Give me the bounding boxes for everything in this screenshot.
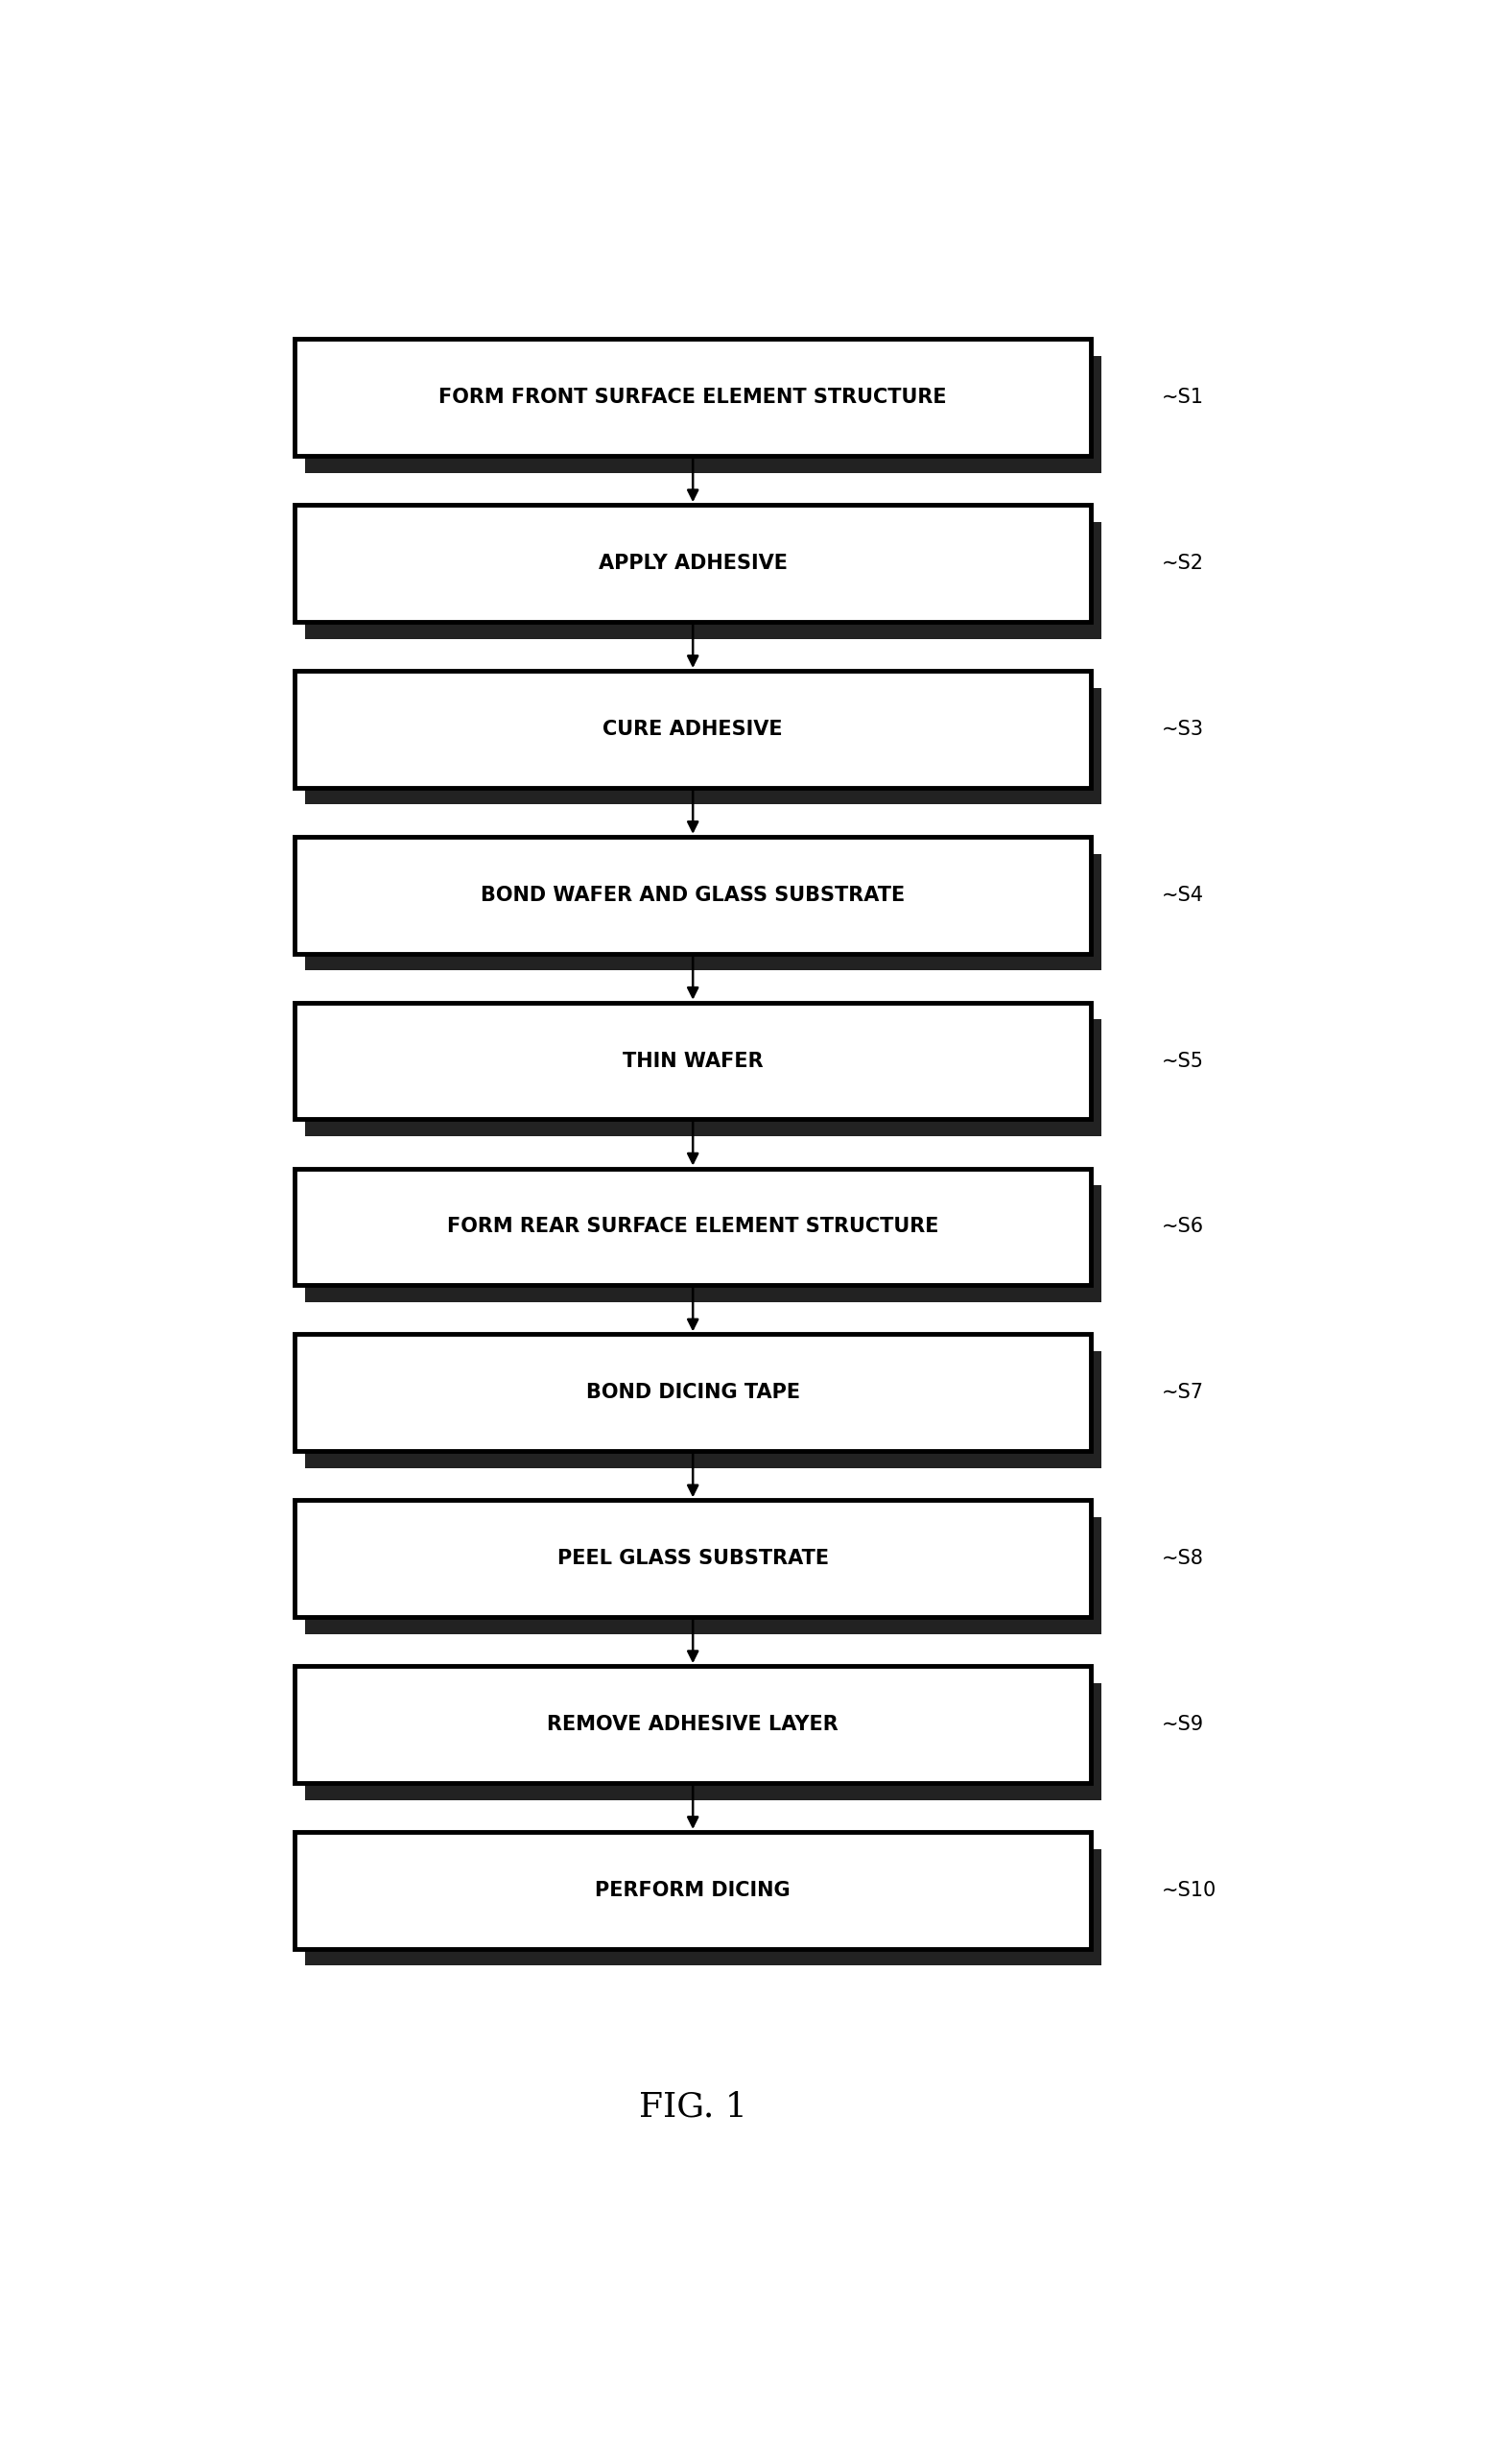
Bar: [295, 1501, 1092, 1618]
Text: ∼S4: ∼S4: [1161, 886, 1204, 906]
Text: THIN WAFER: THIN WAFER: [623, 1050, 764, 1070]
Bar: [295, 1334, 1092, 1452]
Text: PEEL GLASS SUBSTRATE: PEEL GLASS SUBSTRATE: [556, 1550, 829, 1569]
Text: CURE ADHESIVE: CURE ADHESIVE: [603, 720, 783, 739]
Text: BOND DICING TAPE: BOND DICING TAPE: [585, 1383, 800, 1403]
Bar: [305, 688, 1102, 805]
Bar: [295, 671, 1092, 788]
Text: ∼S7: ∼S7: [1161, 1383, 1204, 1403]
Bar: [305, 1351, 1102, 1469]
Bar: [305, 854, 1102, 969]
Bar: [295, 1004, 1092, 1119]
Bar: [295, 504, 1092, 622]
Text: FORM REAR SURFACE ELEMENT STRUCTURE: FORM REAR SURFACE ELEMENT STRUCTURE: [448, 1217, 939, 1236]
Bar: [305, 1518, 1102, 1633]
Bar: [295, 1831, 1092, 1949]
Bar: [305, 355, 1102, 472]
Bar: [305, 1848, 1102, 1966]
Bar: [305, 521, 1102, 639]
Bar: [295, 1168, 1092, 1285]
Bar: [305, 1682, 1102, 1799]
Text: BOND WAFER AND GLASS SUBSTRATE: BOND WAFER AND GLASS SUBSTRATE: [481, 886, 906, 906]
Text: ∼S1: ∼S1: [1161, 387, 1204, 406]
Bar: [295, 1667, 1092, 1782]
Bar: [305, 1185, 1102, 1302]
Text: FORM FRONT SURFACE ELEMENT STRUCTURE: FORM FRONT SURFACE ELEMENT STRUCTURE: [438, 387, 947, 406]
Text: ∼S8: ∼S8: [1161, 1550, 1204, 1569]
Text: ∼S2: ∼S2: [1161, 553, 1204, 573]
Bar: [295, 338, 1092, 455]
Text: ∼S10: ∼S10: [1161, 1880, 1217, 1900]
Text: FIG. 1: FIG. 1: [638, 2091, 747, 2122]
Bar: [295, 837, 1092, 955]
Text: PERFORM DICING: PERFORM DICING: [596, 1880, 791, 1900]
Text: ∼S9: ∼S9: [1161, 1716, 1204, 1733]
Text: ∼S3: ∼S3: [1161, 720, 1204, 739]
Bar: [305, 1018, 1102, 1136]
Text: ∼S6: ∼S6: [1161, 1217, 1204, 1236]
Text: REMOVE ADHESIVE LAYER: REMOVE ADHESIVE LAYER: [547, 1716, 839, 1733]
Text: APPLY ADHESIVE: APPLY ADHESIVE: [599, 553, 788, 573]
Text: ∼S5: ∼S5: [1161, 1050, 1204, 1070]
